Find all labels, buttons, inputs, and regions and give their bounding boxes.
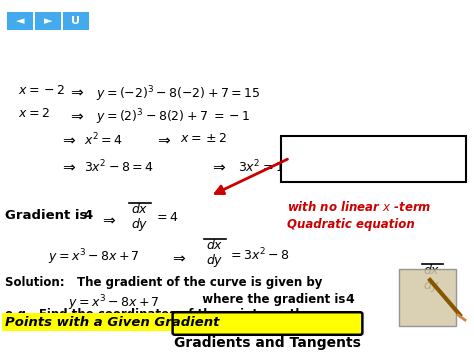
FancyBboxPatch shape [281,136,466,182]
Text: $y = x^3 - 8x + 7$: $y = x^3 - 8x + 7$ [68,293,160,313]
Text: $\Rightarrow$: $\Rightarrow$ [100,211,117,226]
Text: $3x^2 = 12$: $3x^2 = 12$ [238,159,292,176]
Text: Gradient is: Gradient is [5,209,97,222]
Text: Quadratic equation: Quadratic equation [287,218,415,231]
Text: $= 4$: $= 4$ [154,211,179,224]
Text: $\Rightarrow$: $\Rightarrow$ [68,107,85,122]
Text: Gradients and Tangents: Gradients and Tangents [174,335,361,350]
Text: e.g.  Find the coordinates of the points on the curve: e.g. Find the coordinates of the points … [5,308,353,321]
Text: 4: 4 [83,209,92,222]
FancyBboxPatch shape [173,312,362,335]
Text: $dx$: $dx$ [131,202,149,216]
Text: $\Rightarrow$: $\Rightarrow$ [60,159,77,174]
Text: $= 3x^2 - 8$: $= 3x^2 - 8$ [228,247,290,264]
FancyBboxPatch shape [2,313,242,331]
Text: with no linear $x$ -term: with no linear $x$ -term [287,200,431,214]
Text: $x^2 = 4$: $x^2 = 4$ [84,132,123,149]
Text: $\Rightarrow$: $\Rightarrow$ [170,249,187,264]
Text: $\Rightarrow$: $\Rightarrow$ [210,159,227,174]
Text: 4: 4 [345,293,354,306]
Text: $dx$: $dx$ [423,263,441,277]
Text: $x = 2$: $x = 2$ [18,107,50,120]
Text: $x = -2$: $x = -2$ [18,84,65,97]
FancyBboxPatch shape [399,269,456,326]
Text: where the gradient is: where the gradient is [194,293,354,306]
FancyBboxPatch shape [63,12,89,30]
Text: $x = \pm 2$: $x = \pm 2$ [180,132,227,145]
Text: $y = (2)^3 - 8(2) + 7\ = -1$: $y = (2)^3 - 8(2) + 7\ = -1$ [96,107,251,127]
FancyBboxPatch shape [35,12,61,30]
Text: $dy$: $dy$ [206,252,224,269]
Text: U: U [72,16,81,26]
Text: ◄: ◄ [16,16,24,26]
Text: $y = (-2)^3 - 8(-2) + 7 = 15$: $y = (-2)^3 - 8(-2) + 7 = 15$ [96,84,260,104]
Text: $dy$: $dy$ [423,277,441,294]
Text: $\Rightarrow$: $\Rightarrow$ [60,132,77,147]
Text: $dx$: $dx$ [206,238,224,252]
Text: ►: ► [44,16,52,26]
Text: $dy$: $dy$ [131,216,149,233]
FancyBboxPatch shape [7,12,33,30]
Text: $y = x^3 - 8x + 7$: $y = x^3 - 8x + 7$ [48,247,140,267]
Text: Solution:   The gradient of the curve is given by: Solution: The gradient of the curve is g… [5,276,322,289]
Text: $\Rightarrow$: $\Rightarrow$ [68,84,85,99]
Text: $3x^2 - 8 = 4$: $3x^2 - 8 = 4$ [84,159,154,176]
Text: $\Rightarrow$: $\Rightarrow$ [155,132,172,147]
Text: Points with a Given Gradient: Points with a Given Gradient [5,316,219,328]
